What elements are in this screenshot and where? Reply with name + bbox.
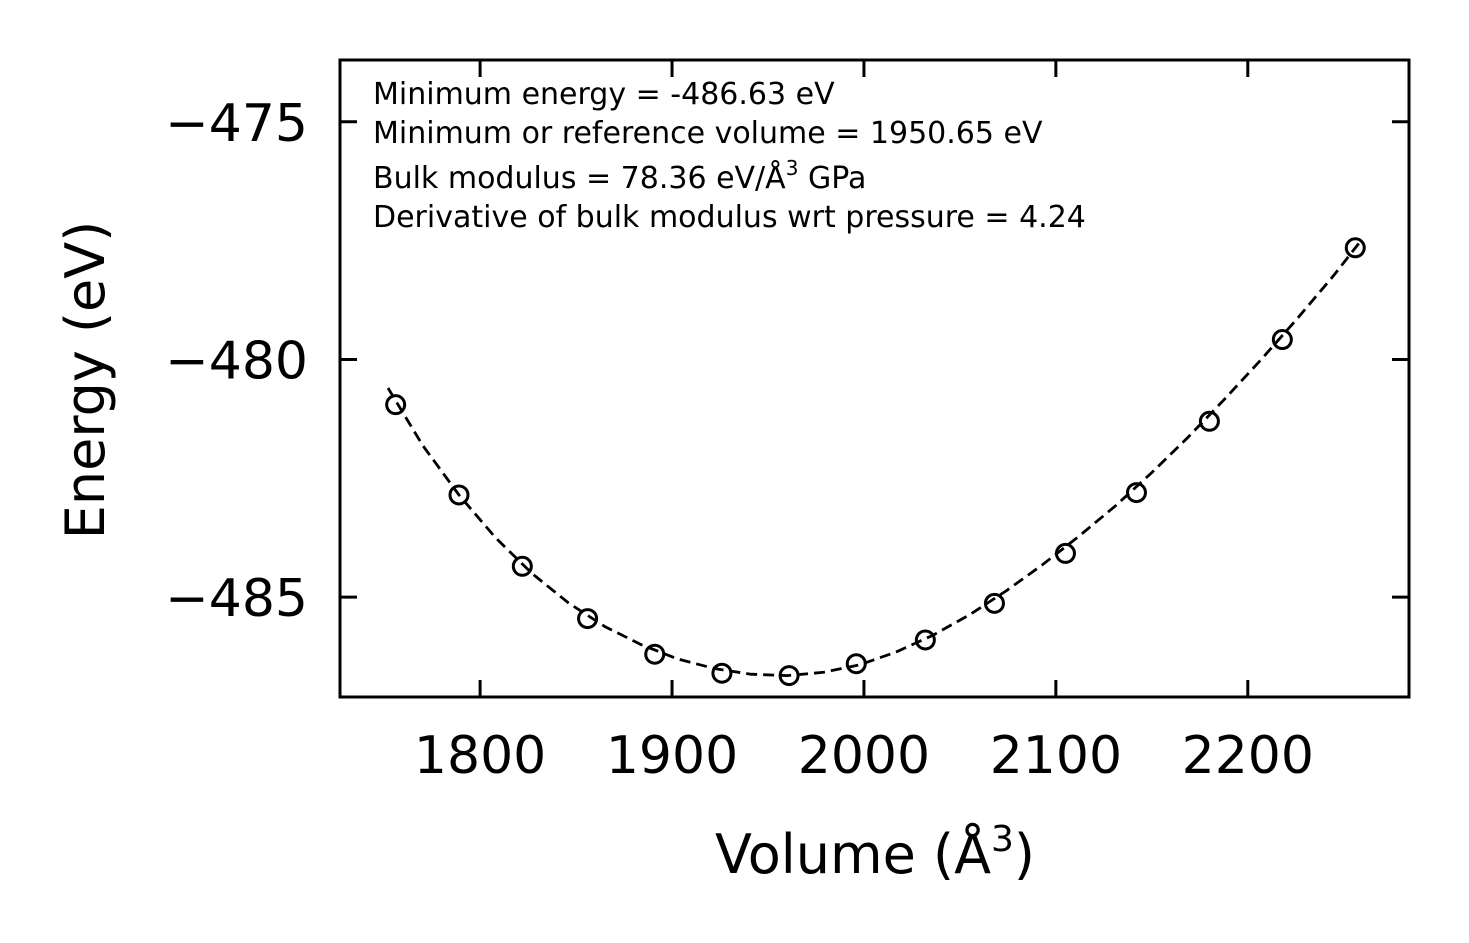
y-tick-label--480: −480 bbox=[165, 331, 308, 391]
y-tick-label--475: −475 bbox=[165, 94, 308, 154]
data-point-7 bbox=[845, 653, 867, 675]
y-tick-label--485: −485 bbox=[165, 569, 308, 629]
x-axis-label: Volume (Å3) bbox=[715, 819, 1035, 886]
data-point-8 bbox=[914, 629, 936, 651]
data-point-0 bbox=[385, 394, 407, 416]
data-point-4 bbox=[644, 643, 666, 665]
data-point-12 bbox=[1198, 410, 1220, 432]
data-point-14 bbox=[1344, 237, 1366, 259]
annotation-min-volume: Minimum or reference volume = 1950.65 eV bbox=[373, 116, 1043, 151]
data-point-13 bbox=[1271, 329, 1293, 351]
annotation-box: Minimum energy = -486.63 eV Minimum or r… bbox=[373, 77, 1086, 235]
data-points bbox=[385, 237, 1366, 687]
data-point-11 bbox=[1125, 482, 1147, 504]
data-point-10 bbox=[1054, 542, 1076, 564]
annotation-derivative: Derivative of bulk modulus wrt pressure … bbox=[373, 200, 1086, 235]
plot-frame bbox=[338, 58, 1411, 699]
data-point-2 bbox=[511, 555, 533, 577]
x-tick-label-2200: 2200 bbox=[1182, 726, 1314, 786]
y-axis-label: Energy (eV) bbox=[54, 221, 117, 540]
x-tick-label-2000: 2000 bbox=[798, 726, 930, 786]
data-point-1 bbox=[448, 484, 470, 506]
data-point-5 bbox=[711, 662, 733, 684]
annotation-min-energy: Minimum energy = -486.63 eV bbox=[373, 77, 835, 112]
axis-ticks bbox=[340, 60, 1409, 697]
data-point-9 bbox=[983, 592, 1005, 614]
fit-curve-line bbox=[386, 239, 1363, 678]
x-tick-label-1900: 1900 bbox=[606, 726, 738, 786]
annotation-bulk-modulus: Bulk modulus = 78.36 eV/Å3 GPa bbox=[373, 156, 866, 196]
tick-labels: 1800 1900 2000 2100 2200 −475 −480 −485 bbox=[165, 94, 1314, 786]
data-point-6 bbox=[778, 665, 800, 687]
x-tick-label-1800: 1800 bbox=[414, 726, 546, 786]
x-tick-label-2100: 2100 bbox=[990, 726, 1122, 786]
data-point-3 bbox=[577, 608, 599, 630]
